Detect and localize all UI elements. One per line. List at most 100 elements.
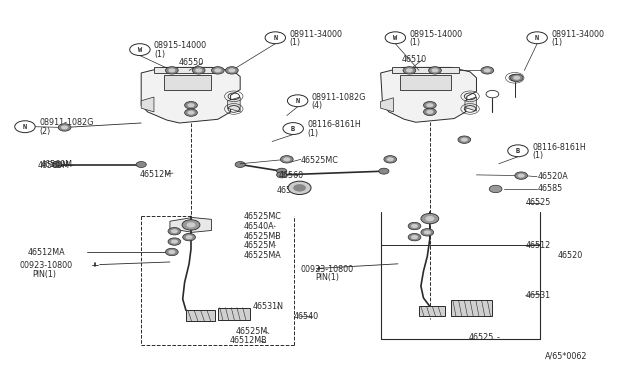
Circle shape [424,102,436,109]
Circle shape [461,138,468,142]
Circle shape [424,108,436,116]
Text: 46531N: 46531N [253,302,284,311]
Text: 46525MA: 46525MA [243,251,281,260]
Circle shape [186,235,193,239]
Polygon shape [465,97,476,111]
Polygon shape [381,67,476,122]
Text: 46510: 46510 [402,55,427,64]
Circle shape [411,224,418,228]
Text: 46540: 46540 [293,312,318,321]
Text: 08915-14000: 08915-14000 [410,29,463,39]
Circle shape [421,214,439,224]
Circle shape [182,234,195,241]
Polygon shape [218,308,250,320]
Circle shape [408,234,421,241]
Text: 46525: 46525 [468,333,493,342]
Circle shape [387,157,394,161]
Text: 46560M: 46560M [40,160,72,169]
Circle shape [484,68,491,73]
Text: N: N [23,124,27,130]
Text: W: W [138,46,142,52]
Circle shape [284,157,291,161]
Circle shape [280,155,293,163]
Circle shape [276,168,287,174]
Circle shape [235,161,245,167]
Circle shape [276,172,287,178]
Text: 46540A: 46540A [243,221,274,231]
Text: (1): (1) [154,49,165,58]
Circle shape [225,67,238,74]
Circle shape [184,102,197,109]
Circle shape [406,68,413,73]
Circle shape [195,68,202,73]
Text: 08911-1082G: 08911-1082G [312,93,366,102]
Circle shape [431,68,438,73]
Polygon shape [227,97,240,112]
Polygon shape [186,310,214,321]
Circle shape [184,109,197,116]
Circle shape [481,67,493,74]
Circle shape [192,67,205,74]
Text: (1): (1) [289,38,300,47]
Text: PIN(1): PIN(1) [315,273,339,282]
Circle shape [293,184,306,192]
Circle shape [518,174,525,178]
Circle shape [411,235,418,239]
Text: 46512MA: 46512MA [28,248,65,257]
Text: 46560M: 46560M [38,161,70,170]
Circle shape [379,168,389,174]
Text: 46525M: 46525M [236,327,268,336]
Circle shape [188,110,195,115]
Circle shape [166,248,178,256]
Polygon shape [170,218,211,232]
Circle shape [426,110,433,114]
Circle shape [171,229,178,233]
Text: 46520: 46520 [557,251,583,260]
Text: 08116-8161H: 08116-8161H [307,121,361,129]
Text: 08911-34000: 08911-34000 [551,29,604,39]
Text: N: N [273,35,277,41]
Text: (2): (2) [39,126,51,136]
Circle shape [188,103,195,107]
Text: 46525MB: 46525MB [243,231,281,241]
Circle shape [168,68,175,73]
Circle shape [228,68,236,73]
Circle shape [186,222,195,228]
Circle shape [166,67,178,74]
Circle shape [168,228,180,235]
Circle shape [489,185,502,193]
Text: (1): (1) [532,151,543,160]
Circle shape [510,74,523,81]
Polygon shape [419,307,445,317]
Circle shape [168,250,175,254]
Text: 46525MC: 46525MC [243,212,281,221]
Polygon shape [141,67,240,123]
Circle shape [515,172,527,179]
Text: 46560: 46560 [278,171,303,180]
Circle shape [61,125,68,129]
Text: 08911-1082G: 08911-1082G [39,119,93,128]
Polygon shape [381,98,394,112]
Circle shape [426,103,433,107]
Circle shape [384,155,397,163]
Polygon shape [400,75,451,90]
Text: 08915-14000: 08915-14000 [154,41,207,51]
Text: N: N [535,35,540,41]
Text: W: W [393,35,397,41]
Circle shape [513,76,520,80]
Text: 46512M: 46512M [140,170,172,179]
Text: 08911-34000: 08911-34000 [289,29,342,39]
Circle shape [52,161,62,167]
Text: B: B [291,126,295,132]
Circle shape [136,161,147,167]
Text: (1): (1) [551,38,563,47]
Polygon shape [164,75,211,90]
Text: A/65*0062: A/65*0062 [545,351,588,360]
Text: 08116-8161H: 08116-8161H [532,142,586,151]
Circle shape [403,67,416,74]
Text: 46520A: 46520A [537,172,568,181]
Polygon shape [154,67,218,73]
Text: 46585: 46585 [537,185,563,193]
Circle shape [58,124,71,131]
Circle shape [424,230,431,234]
